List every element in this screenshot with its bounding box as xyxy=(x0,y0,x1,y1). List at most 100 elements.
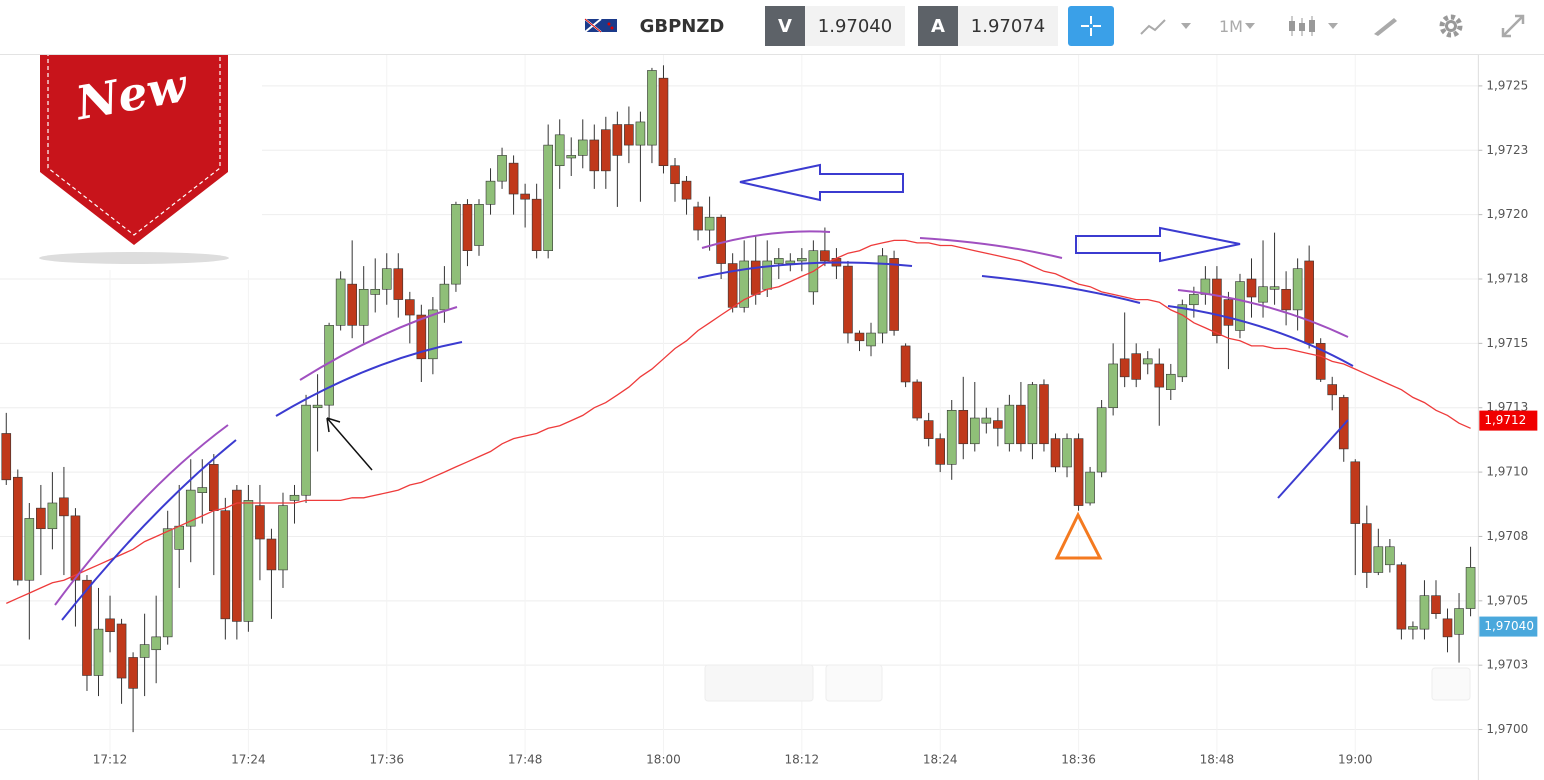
ask-label[interactable]: A xyxy=(918,6,958,46)
candle-body xyxy=(1142,358,1153,365)
candle-body xyxy=(1085,471,1095,504)
y-tick-label: 1,9715 xyxy=(1486,336,1528,350)
candle-body xyxy=(174,525,185,550)
candle-body xyxy=(1419,595,1430,630)
candle-body xyxy=(900,345,911,383)
candle-body xyxy=(981,417,992,424)
y-tick-label: 1,9718 xyxy=(1486,271,1528,285)
candle-body xyxy=(554,134,565,167)
candle-body xyxy=(1315,343,1326,380)
candle-body xyxy=(1373,546,1384,573)
candle-body xyxy=(1304,260,1314,344)
candle-body xyxy=(1246,278,1257,298)
candle-body xyxy=(24,518,35,581)
candle-body xyxy=(1269,286,1280,290)
candle-body xyxy=(1327,384,1338,396)
annotations xyxy=(54,163,1471,702)
symbol[interactable]: GBPNZD xyxy=(639,15,725,37)
x-tick-label: 19:00 xyxy=(1338,753,1373,767)
candle-body xyxy=(1073,438,1084,506)
candle-body xyxy=(750,260,761,295)
candle-body xyxy=(70,515,81,581)
x-tick-label: 18:12 xyxy=(785,753,820,767)
candle-body xyxy=(1431,595,1441,614)
y-tick-label: 1,9725 xyxy=(1486,78,1528,92)
candle-body xyxy=(1235,281,1245,331)
price-tag-label: 1,9712 xyxy=(1484,413,1526,427)
fullscreen-button[interactable] xyxy=(1490,6,1536,46)
candle-body xyxy=(877,255,888,334)
candle-body xyxy=(151,636,161,651)
candle-body xyxy=(647,70,657,146)
candle-body xyxy=(1465,567,1476,609)
candle-body xyxy=(393,268,404,300)
candle-body xyxy=(889,258,899,331)
candle-body xyxy=(1131,353,1142,380)
candle-body xyxy=(497,155,507,182)
candle-body xyxy=(681,180,692,200)
candle-body xyxy=(566,155,577,159)
candle-body xyxy=(197,487,208,493)
candle-body xyxy=(1004,404,1015,445)
candle-body xyxy=(866,332,876,347)
candle-body xyxy=(1108,363,1118,409)
candle-body xyxy=(1408,626,1418,630)
candle-body xyxy=(474,204,484,246)
y-tick-label: 1,9703 xyxy=(1486,658,1528,672)
candle-body xyxy=(82,579,92,676)
timeframe-button[interactable]: 1M xyxy=(1210,6,1266,46)
x-tick-label: 17:36 xyxy=(369,753,404,767)
candle-body xyxy=(923,420,934,439)
y-tick-label: 1,9705 xyxy=(1486,593,1528,607)
candle-body xyxy=(658,77,669,167)
candle-body xyxy=(358,288,369,326)
bid-price[interactable]: 1.97040 xyxy=(805,6,905,46)
candle-body xyxy=(1258,286,1268,303)
x-tick-label: 18:36 xyxy=(1061,753,1096,767)
bid-label[interactable]: V xyxy=(765,6,805,46)
candle-body xyxy=(1050,438,1061,468)
y-tick-label: 1,9723 xyxy=(1486,143,1528,157)
candle-body xyxy=(993,420,1003,429)
candle-body xyxy=(773,258,784,264)
candle-body xyxy=(1119,358,1130,378)
candle-body xyxy=(485,180,496,205)
crosshair-button[interactable] xyxy=(1068,6,1114,46)
y-tick-label: 1,9710 xyxy=(1486,465,1528,479)
candle-body xyxy=(1016,404,1026,445)
price-tag xyxy=(1479,410,1538,431)
candle-body xyxy=(105,618,115,633)
settings-button[interactable] xyxy=(1428,6,1474,46)
candle-body xyxy=(289,494,300,501)
candle-body xyxy=(116,623,127,679)
price-tag xyxy=(1479,616,1538,637)
candle-body xyxy=(797,258,807,262)
candle-body xyxy=(1281,288,1291,311)
y-tick-label: 1,9700 xyxy=(1486,722,1528,736)
candle-body xyxy=(312,404,323,409)
candle-body xyxy=(1200,278,1211,295)
candle-body xyxy=(739,260,749,308)
ask-price[interactable]: 1.97074 xyxy=(958,6,1058,46)
candle-body xyxy=(1442,618,1453,638)
candle-body xyxy=(589,139,600,172)
candle-body xyxy=(1223,299,1234,326)
chart-type-button[interactable] xyxy=(1132,6,1202,46)
candle-body xyxy=(162,528,173,638)
candle-body xyxy=(1165,373,1176,391)
candle-body xyxy=(946,409,957,465)
candle-body xyxy=(531,198,542,251)
candle-body xyxy=(820,250,830,262)
candle-body xyxy=(93,628,104,676)
candle-body xyxy=(36,507,46,530)
candle-body xyxy=(451,204,461,285)
candle-body xyxy=(232,489,242,622)
candle-body xyxy=(969,417,980,445)
candle-body xyxy=(1,433,12,481)
candle-body xyxy=(370,288,381,295)
draw-button[interactable] xyxy=(1362,6,1408,46)
moving-average xyxy=(6,239,1471,604)
candle-type-button[interactable] xyxy=(1282,6,1346,46)
candle-body xyxy=(520,193,530,200)
